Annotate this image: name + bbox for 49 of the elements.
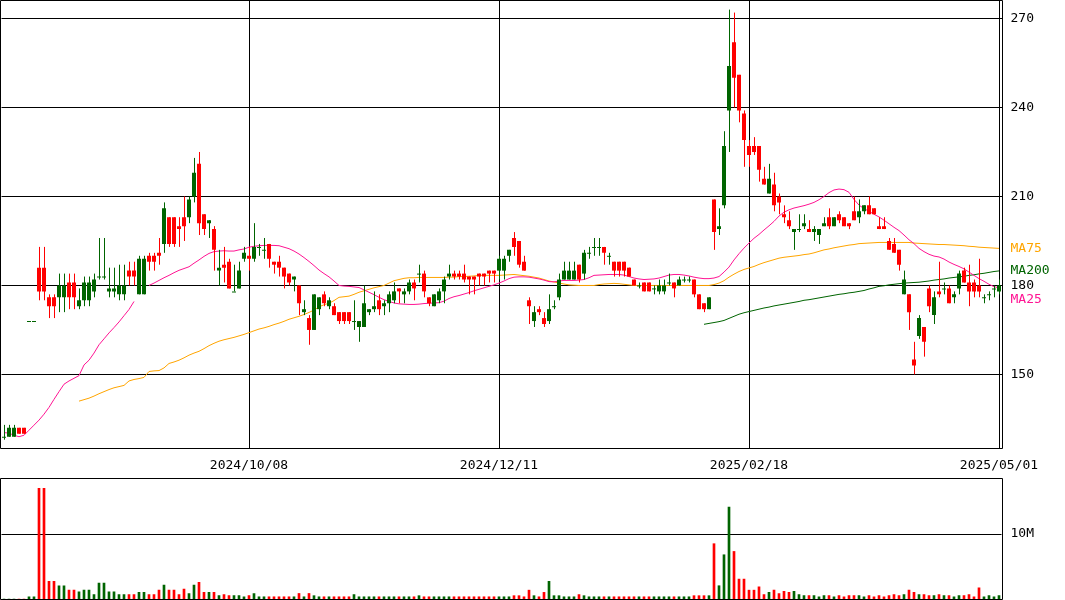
candlestick [767,163,771,194]
candlestick [377,293,381,316]
candlestick [547,293,551,325]
candlestick [262,237,266,260]
y-tick-label: 210 [1010,187,1034,203]
candlestick [912,341,916,375]
candlestick [2,424,6,441]
candlestick [182,195,186,242]
x-tick-label: 2024/10/08 [209,457,289,473]
candlestick [922,326,926,358]
x-tick-label: 2024/12/11 [459,457,539,473]
y-tick-label: 180 [1010,276,1034,292]
candlestick [937,261,941,298]
candlestick [232,264,236,293]
candlestick [907,293,911,331]
candlestick [212,225,216,272]
candlestick [217,249,221,286]
candlestick [422,270,426,298]
candlestick [247,246,251,272]
candlestick [442,276,446,304]
candlestick [237,261,241,289]
candlestick [557,273,561,301]
series-label: MA200 [1010,262,1050,278]
candlestick [917,314,921,340]
candlestick [532,305,536,328]
candlestick [77,287,81,310]
candlestick [307,314,311,346]
candlestick [192,157,196,203]
candlestick [412,279,416,301]
candlestick [527,296,531,325]
candlestick [297,284,301,316]
candlestick [187,195,191,224]
candlestick [932,290,936,325]
ref-line-label: 10M [1010,525,1035,541]
candlestick [827,207,831,230]
series-label: MA75 [1010,239,1042,255]
y-tick-label: 240 [1010,98,1034,114]
candlestick [942,281,946,295]
y-tick-label: 150 [1010,365,1034,381]
x-tick-label: 2025/05/01 [959,457,1039,473]
y-tick-label: 270 [1010,9,1034,25]
candlestick [372,290,376,313]
candlestick [717,207,721,236]
candlestick [157,237,161,266]
candlestick [857,198,861,224]
candlestick [927,284,931,313]
x-tick-label: 2025/02/18 [709,457,789,473]
series-label: MA25 [1010,290,1042,306]
candlestick [607,252,611,266]
